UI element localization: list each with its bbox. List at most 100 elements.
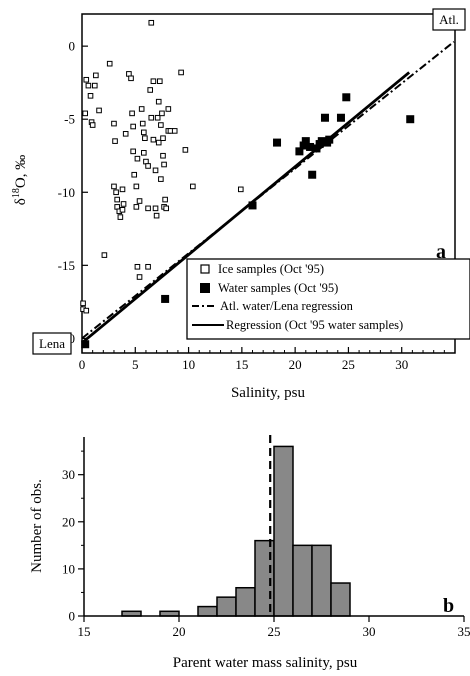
histogram-bar bbox=[330, 582, 351, 617]
ice-sample-point bbox=[156, 78, 163, 85]
ice-sample-point bbox=[136, 274, 143, 280]
ice-sample-point bbox=[85, 82, 92, 89]
ice-sample-point bbox=[120, 201, 127, 207]
water-sample-point bbox=[342, 93, 351, 102]
ice-sample-point bbox=[145, 205, 151, 212]
ice-sample-point bbox=[150, 78, 157, 85]
ice-sample-point bbox=[148, 114, 155, 121]
ice-sample-point bbox=[154, 114, 161, 121]
x-tick-label-b: 30 bbox=[363, 624, 376, 639]
ice-sample-point bbox=[119, 207, 126, 213]
water-sample-point bbox=[295, 147, 304, 156]
ice-sample-point bbox=[133, 183, 140, 190]
ice-sample-point bbox=[111, 120, 117, 127]
legend-ice-marker bbox=[200, 264, 210, 274]
y-axis-title-a: δ18O, ‰ bbox=[11, 155, 29, 205]
histogram-bars bbox=[121, 445, 351, 617]
ice-sample-point bbox=[93, 72, 99, 79]
legend-box bbox=[186, 258, 470, 340]
histogram-bar bbox=[216, 596, 237, 617]
ice-sample-point bbox=[130, 148, 136, 155]
x-tick-label-b: 35 bbox=[458, 624, 470, 639]
lena-label-box bbox=[32, 332, 72, 355]
y-tick-label: -15 bbox=[58, 258, 75, 273]
water-sample-point bbox=[306, 142, 315, 151]
ice-sample-point bbox=[141, 150, 147, 156]
atl-lena-regression-line bbox=[81, 40, 455, 340]
ice-sample-point bbox=[83, 307, 90, 314]
water-samples-regression-line bbox=[81, 71, 411, 344]
ice-sample-point bbox=[91, 82, 98, 89]
ice-sample-point bbox=[158, 122, 164, 128]
ice-sample-point bbox=[128, 75, 134, 82]
ice-sample-point bbox=[113, 189, 119, 196]
y-tick-label-b: 10 bbox=[62, 561, 75, 576]
ice-sample-point bbox=[160, 135, 166, 142]
ice-sample-point bbox=[119, 186, 126, 193]
ice-sample-point bbox=[178, 69, 184, 76]
atlantic-label: Atl. bbox=[439, 12, 459, 27]
panel-label-a: a bbox=[436, 241, 446, 263]
ice-sample-point bbox=[89, 122, 96, 128]
water-sample-point bbox=[81, 340, 90, 349]
ice-sample-point bbox=[96, 107, 102, 114]
water-sample-point bbox=[308, 170, 317, 179]
ice-sample-point bbox=[106, 60, 113, 67]
water-sample-point bbox=[317, 137, 326, 146]
ice-sample-point bbox=[155, 98, 162, 105]
x-tick-label: 15 bbox=[235, 357, 248, 372]
regression-lines bbox=[81, 40, 455, 344]
water-sample-point bbox=[320, 113, 329, 122]
x-tick-label: 0 bbox=[79, 357, 86, 372]
ice-sample-point bbox=[129, 110, 135, 117]
panel-label-b: b bbox=[443, 595, 454, 617]
ice-sample-point bbox=[133, 204, 140, 210]
x-tick-label-b: 25 bbox=[268, 624, 281, 639]
ice-sample-point bbox=[134, 263, 141, 270]
x-axis-ticks-b: 15 20 25 30 35 bbox=[78, 616, 470, 639]
y-tick-label-b: 0 bbox=[69, 609, 76, 624]
ice-sample-point bbox=[147, 87, 154, 93]
legend-water-label: Water samples (Oct '95) bbox=[218, 281, 338, 295]
ice-sample-point bbox=[237, 186, 244, 193]
ice-sample-point bbox=[87, 93, 94, 99]
ice-sample-point bbox=[165, 106, 172, 112]
water-sample-point bbox=[299, 141, 308, 150]
data-points bbox=[80, 19, 415, 349]
ice-sample-point bbox=[131, 171, 138, 178]
ice-sample-point bbox=[122, 131, 129, 137]
water-sample-point bbox=[406, 115, 415, 124]
x-axis-ticks: 0 5 10 15 20 25 30 bbox=[79, 347, 445, 372]
water-sample-point bbox=[336, 113, 345, 122]
ice-sample-point bbox=[136, 198, 143, 204]
water-sample-point bbox=[301, 137, 310, 146]
plot-frame bbox=[81, 13, 456, 354]
x-tick-label: 20 bbox=[289, 357, 302, 372]
ice-sample-point bbox=[111, 183, 117, 190]
x-tick-label: 10 bbox=[182, 357, 195, 372]
x-tick-label-b: 20 bbox=[173, 624, 186, 639]
water-sample-point bbox=[325, 135, 334, 144]
histogram-bar bbox=[235, 586, 256, 617]
ice-sample-point bbox=[139, 120, 146, 127]
ice-sample-point bbox=[130, 123, 136, 130]
y-axis-ticks-b: 0 10 20 30 bbox=[62, 450, 84, 624]
ice-sample-point bbox=[161, 161, 167, 168]
x-tick-label: 5 bbox=[132, 357, 139, 372]
atlantic-label-box bbox=[432, 8, 466, 31]
ice-sample-point bbox=[163, 205, 169, 212]
legend-regression-label: Regression (Oct '95 water samples) bbox=[226, 318, 403, 332]
y-tick-label: 0 bbox=[69, 39, 76, 54]
ice-sample-point bbox=[152, 167, 159, 174]
x-tick-label-b: 15 bbox=[78, 624, 91, 639]
legend: Ice samples (Oct '95) Water samples (Oct… bbox=[186, 258, 470, 340]
x-axis-title-b: Parent water mass salinity, psu bbox=[173, 655, 358, 671]
ice-sample-point bbox=[171, 128, 178, 134]
y-tick-label: -10 bbox=[58, 185, 75, 200]
x-tick-label: 30 bbox=[395, 357, 408, 372]
ice-sample-point bbox=[142, 135, 148, 142]
y-tick-label: -5 bbox=[64, 112, 75, 127]
histogram-bar bbox=[292, 544, 313, 617]
